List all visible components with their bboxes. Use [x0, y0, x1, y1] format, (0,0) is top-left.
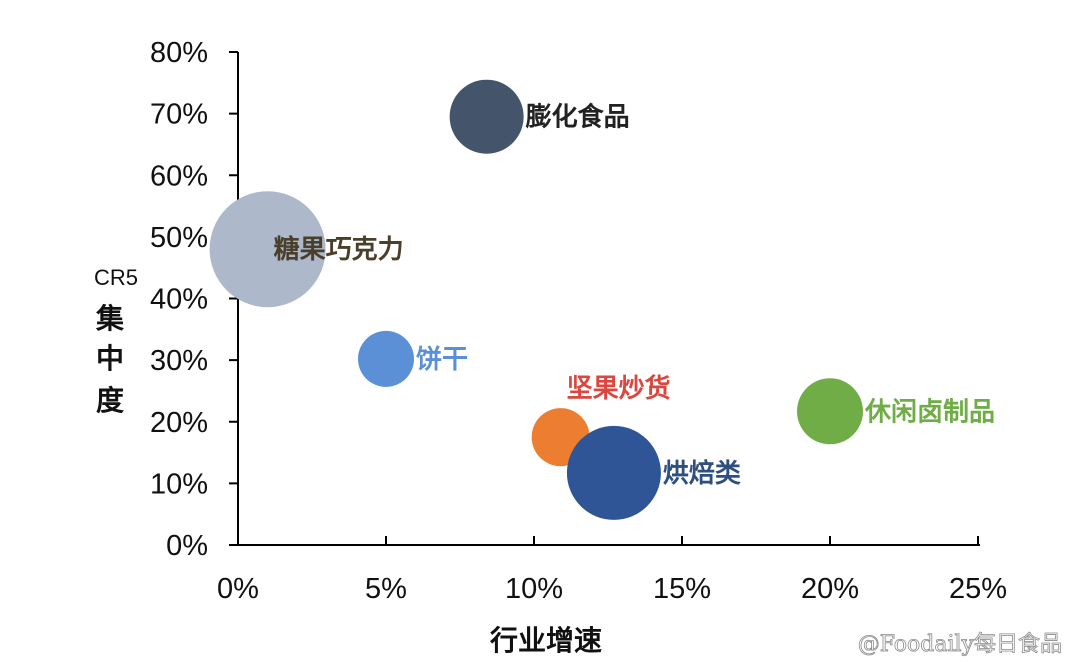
y-tick-label: 40%: [150, 284, 208, 316]
x-tick-label: 0%: [217, 573, 259, 605]
bubble-label: 休闲卤制品: [864, 397, 995, 427]
y-tick-label: 60%: [150, 160, 208, 192]
y-axis-title-char-1: 集: [95, 302, 124, 335]
y-axis: 0% 10% 20% 30% 40% 50% 60% 70% 80%: [150, 37, 239, 562]
watermark-text: @Foodaily每日食品: [858, 632, 1062, 657]
x-tick-label: 15%: [653, 573, 711, 605]
y-tick-label: 50%: [150, 222, 208, 254]
bubble-point: [209, 191, 326, 308]
bubble-label: 烘焙类: [663, 458, 741, 489]
y-tick-label: 80%: [150, 37, 208, 69]
x-tick-label: 25%: [949, 573, 1007, 605]
bubble-point: [566, 425, 661, 520]
x-axis: 0% 5% 10% 15% 20% 25%: [217, 536, 1007, 605]
bubble-point: [797, 378, 863, 445]
bubble-point: [449, 79, 524, 154]
y-axis-title-char-3: 度: [96, 384, 124, 417]
y-axis-title-prefix: CR5: [94, 265, 138, 290]
x-tick-label: 10%: [505, 573, 563, 605]
bubble-point: [358, 330, 414, 387]
x-tick-label: 5%: [365, 573, 407, 605]
y-tick-label: 70%: [150, 99, 208, 131]
y-tick-label: 20%: [150, 407, 208, 439]
x-axis-title: 行业增速: [489, 624, 602, 657]
bubble-label: 饼干: [416, 345, 468, 375]
y-tick-label: 10%: [150, 468, 208, 500]
y-axis-title-char-2: 中: [96, 342, 124, 375]
bubble-label: 坚果炒货: [567, 373, 671, 404]
y-tick-label: 0%: [166, 530, 208, 562]
x-tick-label: 20%: [801, 573, 859, 605]
y-tick-label: 30%: [150, 345, 208, 377]
bubble-label: 膨化食品: [526, 102, 630, 133]
bubble-series: [209, 79, 863, 520]
bubble-label: 糖果巧克力: [274, 234, 404, 265]
